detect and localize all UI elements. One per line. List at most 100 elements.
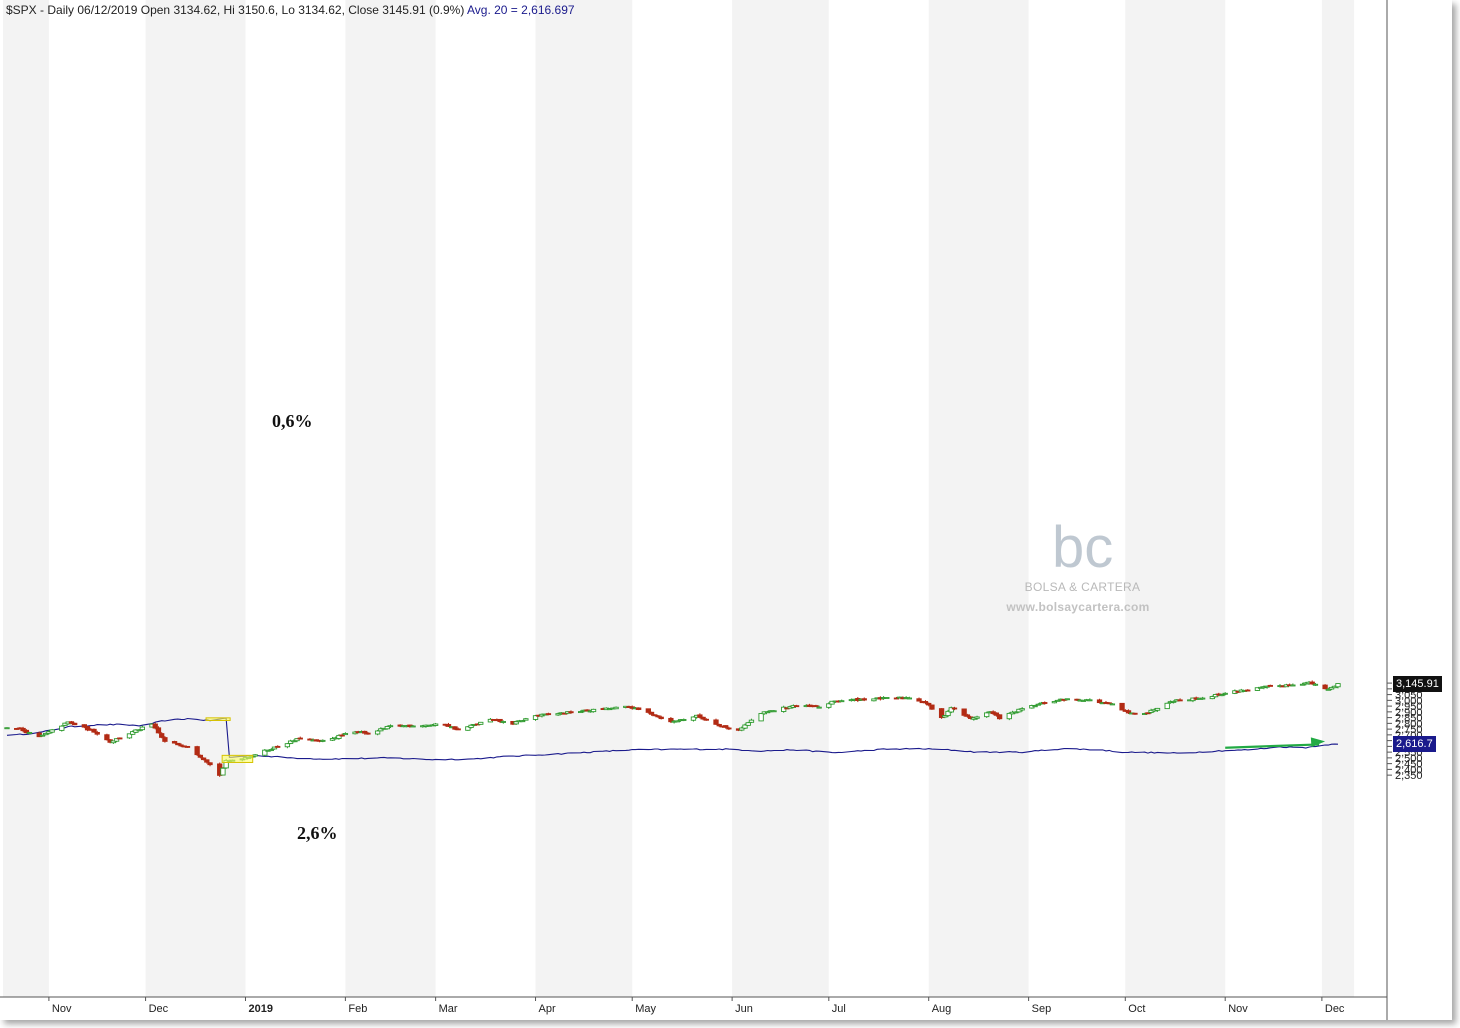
y-tick-label: 2,450	[1395, 759, 1423, 771]
candle	[110, 740, 117, 744]
candle	[555, 712, 561, 716]
candle-body	[1013, 711, 1019, 714]
candle	[184, 745, 191, 748]
candle	[178, 743, 184, 748]
candle-body	[1016, 708, 1022, 713]
candle-body	[826, 703, 832, 708]
candle-body	[713, 719, 719, 725]
candle-body	[342, 733, 349, 736]
candle-body	[162, 737, 168, 742]
candle	[268, 748, 274, 752]
candle	[171, 740, 178, 744]
candle-body	[197, 754, 204, 758]
candle-body	[378, 728, 384, 732]
candle-body	[329, 738, 336, 741]
avg-price-tag: 2,616.7	[1393, 736, 1436, 753]
candle-body	[468, 724, 474, 728]
candle-body	[1106, 702, 1112, 705]
month-band	[535, 0, 633, 997]
candle-body	[465, 726, 471, 731]
candle	[523, 717, 529, 721]
candle	[1013, 711, 1019, 714]
candle-body	[938, 708, 945, 719]
candle-body	[861, 698, 867, 701]
candle-body	[1219, 694, 1225, 697]
candle-body	[110, 740, 117, 744]
candle-body	[884, 697, 890, 699]
candle	[1267, 684, 1273, 687]
candle	[945, 709, 951, 718]
candle	[81, 724, 87, 729]
candle	[826, 702, 832, 709]
candle-body	[942, 715, 948, 718]
candle	[339, 733, 345, 737]
candle-body	[252, 754, 258, 757]
y-tick-label: 2,850	[1395, 713, 1423, 725]
candle	[478, 721, 484, 725]
candle-body	[410, 725, 416, 728]
candle-body	[1322, 684, 1328, 690]
arrow-shaft	[1225, 743, 1320, 749]
candle-body	[1209, 696, 1215, 700]
candle-body	[1054, 699, 1061, 702]
candle	[1125, 709, 1132, 715]
candle	[197, 754, 204, 759]
candle-body	[284, 743, 291, 748]
candle	[916, 697, 922, 702]
candle-body	[839, 700, 845, 703]
candle-body	[387, 725, 394, 728]
x-month-label: Oct	[1128, 1003, 1145, 1015]
candle-body	[23, 729, 29, 734]
candle-body	[922, 701, 929, 704]
candle	[49, 728, 55, 734]
candle	[1177, 698, 1183, 702]
candle-body	[20, 727, 26, 732]
candle-body	[742, 724, 748, 729]
candle	[758, 712, 764, 722]
candle-body	[793, 705, 800, 708]
candle	[1290, 683, 1296, 687]
candle	[500, 720, 506, 724]
candle-body	[139, 726, 146, 731]
candle	[262, 749, 268, 757]
candle-body	[1132, 712, 1138, 715]
month-band	[928, 0, 1029, 997]
y-tick-label: 2,500	[1395, 753, 1423, 765]
candle-body	[49, 729, 55, 733]
header-main: $SPX - Daily 06/12/2019 Open 3134.62, Hi…	[6, 3, 465, 17]
candle-body	[207, 762, 213, 766]
arrow-head	[1310, 737, 1326, 748]
candle	[964, 713, 971, 718]
candle	[839, 699, 845, 703]
highlight-box	[221, 754, 254, 763]
candle-body	[613, 706, 619, 710]
highlight-box	[205, 717, 231, 721]
candle-body	[81, 724, 87, 728]
candle-body	[39, 734, 46, 737]
candle-body	[926, 702, 932, 706]
annotation-top-pct: 0,6%	[272, 411, 313, 431]
candle	[906, 696, 913, 700]
candle-body	[1325, 688, 1331, 691]
candle	[1119, 702, 1125, 711]
candle	[655, 715, 661, 718]
candle-body	[929, 704, 935, 710]
candle-body	[993, 712, 1000, 716]
candle	[410, 725, 416, 728]
candle	[468, 723, 474, 729]
candle-body	[1212, 694, 1219, 698]
candle	[739, 726, 745, 732]
y-tick-label: 2,900	[1395, 707, 1423, 719]
candle	[951, 706, 958, 711]
header-avg: Avg. 20 = 2,616.697	[467, 3, 575, 17]
x-month-label: Apr	[539, 1003, 556, 1015]
candle-body	[478, 721, 484, 725]
candle-body	[1096, 699, 1103, 704]
candle-body	[452, 726, 458, 730]
candle	[745, 721, 751, 726]
candle-body	[916, 698, 922, 702]
candle	[284, 743, 291, 749]
candle	[813, 704, 819, 708]
x-month-label: Mar	[439, 1003, 458, 1015]
